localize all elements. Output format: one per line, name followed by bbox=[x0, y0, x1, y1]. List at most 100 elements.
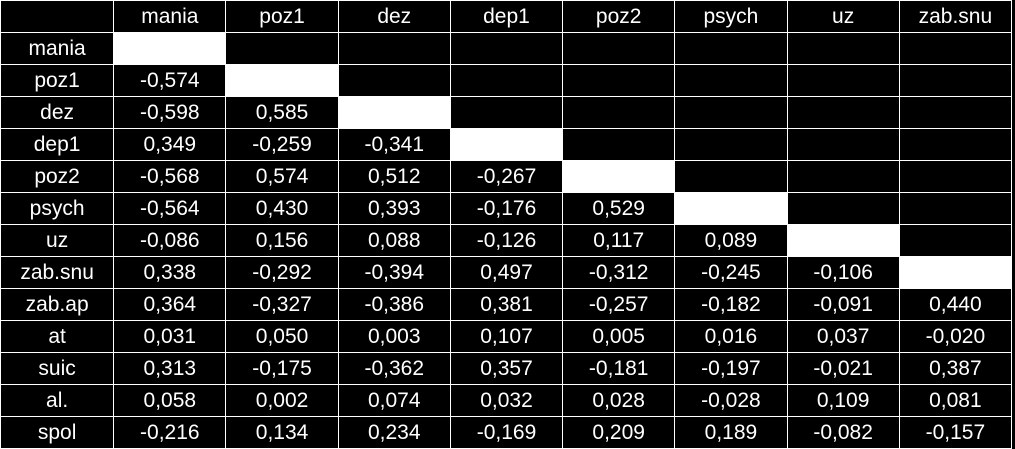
correlation-cell: 0,037 bbox=[786, 320, 900, 353]
table-row: poz1 -0,574 bbox=[0, 64, 1013, 97]
correlation-cell: 0,074 bbox=[337, 384, 451, 417]
row-header: at bbox=[0, 320, 115, 353]
correlation-cell: -0,028 bbox=[674, 384, 788, 417]
column-header: poz2 bbox=[562, 0, 676, 33]
correlation-cell: -0,312 bbox=[562, 256, 676, 289]
diagonal-cell bbox=[786, 224, 900, 257]
empty-cell bbox=[898, 224, 1013, 257]
correlation-cell: 0,050 bbox=[225, 320, 339, 353]
diagonal-cell bbox=[337, 96, 451, 129]
correlation-cell: 0,497 bbox=[449, 256, 564, 289]
correlation-cell: 0,117 bbox=[562, 224, 676, 257]
empty-cell bbox=[786, 160, 900, 193]
correlation-cell: 0,585 bbox=[225, 96, 339, 129]
correlation-cell: 0,234 bbox=[337, 416, 451, 449]
correlation-cell: -0,394 bbox=[337, 256, 451, 289]
correlation-cell: 0,005 bbox=[562, 320, 676, 353]
column-header: psych bbox=[674, 0, 788, 33]
table-row: dep1 0,349 -0,259 -0,341 bbox=[0, 128, 1013, 161]
correlation-cell: 0,313 bbox=[113, 352, 227, 385]
row-header: poz2 bbox=[0, 160, 115, 193]
correlation-cell: -0,362 bbox=[337, 352, 451, 385]
column-header: mania bbox=[113, 0, 227, 33]
empty-cell bbox=[562, 32, 676, 65]
correlation-cell: -0,126 bbox=[449, 224, 564, 257]
correlation-cell: 0,156 bbox=[225, 224, 339, 257]
table-row: zab.ap 0,364 -0,327 -0,386 0,381 -0,257 -0,182… bbox=[0, 288, 1013, 321]
empty-cell bbox=[898, 96, 1013, 129]
table-row: suic 0,313 -0,175 -0,362 0,357 -0,181 -0,197 -0… bbox=[0, 352, 1013, 385]
empty-cell bbox=[786, 96, 900, 129]
correlation-cell: -0,082 bbox=[786, 416, 900, 449]
correlation-cell: -0,292 bbox=[225, 256, 339, 289]
correlation-cell: -0,020 bbox=[898, 320, 1013, 353]
column-header: zab.snu bbox=[898, 0, 1013, 33]
table-row: zab.snu 0,338 -0,292 -0,394 0,497 -0,312 -0,24… bbox=[0, 256, 1013, 289]
diagonal-cell bbox=[449, 128, 564, 161]
table-row: poz2 -0,568 0,574 0,512 -0,267 bbox=[0, 160, 1013, 193]
correlation-cell: 0,529 bbox=[562, 192, 676, 225]
correlation-cell: -0,386 bbox=[337, 288, 451, 321]
correlation-cell: -0,176 bbox=[449, 192, 564, 225]
column-header: poz1 bbox=[225, 0, 339, 33]
correlation-cell: 0,002 bbox=[225, 384, 339, 417]
correlation-cell: 0,338 bbox=[113, 256, 227, 289]
empty-cell bbox=[337, 32, 451, 65]
empty-cell bbox=[898, 64, 1013, 97]
correlation-cell: -0,169 bbox=[449, 416, 564, 449]
diagonal-cell bbox=[225, 64, 339, 97]
correlation-cell: 0,088 bbox=[337, 224, 451, 257]
correlation-cell: -0,257 bbox=[562, 288, 676, 321]
correlation-cell: 0,189 bbox=[674, 416, 788, 449]
correlation-cell: -0,091 bbox=[786, 288, 900, 321]
corner-cell bbox=[0, 0, 115, 33]
empty-cell bbox=[898, 192, 1013, 225]
empty-cell bbox=[898, 32, 1013, 65]
column-header: dez bbox=[337, 0, 451, 33]
empty-cell bbox=[898, 160, 1013, 193]
diagonal-cell bbox=[898, 256, 1013, 289]
row-header: dez bbox=[0, 96, 115, 129]
diagonal-cell bbox=[562, 160, 676, 193]
column-header: dep1 bbox=[449, 0, 564, 33]
table-row: al. 0,058 0,002 0,074 0,032 0,028 -0,028 0,109 0… bbox=[0, 384, 1013, 417]
column-header: uz bbox=[786, 0, 900, 33]
table-row: uz -0,086 0,156 0,088 -0,126 0,117 0,089 bbox=[0, 224, 1013, 257]
table-row: psych -0,564 0,430 0,393 -0,176 0,529 bbox=[0, 192, 1013, 225]
table-row: spol -0,216 0,134 0,234 -0,169 0,209 0,189 -0,0… bbox=[0, 416, 1013, 449]
correlation-cell: 0,512 bbox=[337, 160, 451, 193]
empty-cell bbox=[562, 128, 676, 161]
correlation-cell: -0,106 bbox=[786, 256, 900, 289]
row-header: uz bbox=[0, 224, 115, 257]
empty-cell bbox=[225, 32, 339, 65]
correlation-cell: -0,267 bbox=[449, 160, 564, 193]
correlation-cell: -0,175 bbox=[225, 352, 339, 385]
correlation-cell: -0,574 bbox=[113, 64, 227, 97]
correlation-cell: -0,181 bbox=[562, 352, 676, 385]
table-body: mania poz1 -0,574 dez -0,598 0,585 dep1 0,349 -0… bbox=[0, 32, 1013, 449]
correlation-cell: -0,182 bbox=[674, 288, 788, 321]
correlation-cell: 0,209 bbox=[562, 416, 676, 449]
correlation-cell: 0,028 bbox=[562, 384, 676, 417]
correlation-cell: -0,157 bbox=[898, 416, 1013, 449]
correlation-cell: 0,364 bbox=[113, 288, 227, 321]
correlation-cell: -0,568 bbox=[113, 160, 227, 193]
correlation-cell: -0,341 bbox=[337, 128, 451, 161]
correlation-cell: 0,357 bbox=[449, 352, 564, 385]
correlation-cell: 0,574 bbox=[225, 160, 339, 193]
empty-cell bbox=[786, 128, 900, 161]
correlation-cell: -0,598 bbox=[113, 96, 227, 129]
correlation-cell: 0,440 bbox=[898, 288, 1013, 321]
diagonal-cell bbox=[113, 32, 227, 65]
empty-cell bbox=[786, 32, 900, 65]
empty-cell bbox=[674, 64, 788, 97]
correlation-cell: 0,031 bbox=[113, 320, 227, 353]
correlation-cell: -0,327 bbox=[225, 288, 339, 321]
empty-cell bbox=[786, 192, 900, 225]
correlation-cell: 0,016 bbox=[674, 320, 788, 353]
correlation-cell: 0,387 bbox=[898, 352, 1013, 385]
empty-cell bbox=[674, 32, 788, 65]
correlation-cell: -0,086 bbox=[113, 224, 227, 257]
empty-cell bbox=[786, 64, 900, 97]
